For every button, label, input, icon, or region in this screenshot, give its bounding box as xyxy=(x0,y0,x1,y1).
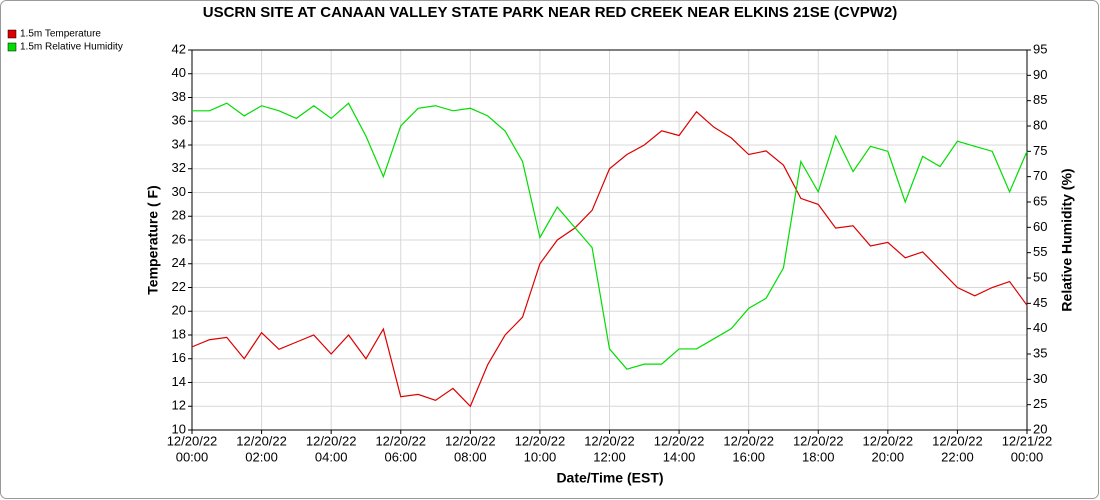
y2-tick-label: 20 xyxy=(1033,421,1047,436)
y-tick-label: 24 xyxy=(172,255,186,270)
x-tick-label: 10:00 xyxy=(524,449,557,464)
plot-border xyxy=(191,49,1028,431)
x-tick-label: 12/20/22 xyxy=(723,433,774,448)
x-tick-label: 06:00 xyxy=(384,449,417,464)
y-tick-label: 20 xyxy=(172,303,186,318)
y2-tick-label: 60 xyxy=(1033,219,1047,234)
y2-tick-label: 40 xyxy=(1033,320,1047,335)
y-tick-label: 14 xyxy=(172,374,186,389)
y-tick-label: 12 xyxy=(172,398,186,413)
x-axis-label: Date/Time (EST) xyxy=(556,470,663,486)
legend-label: 1.5m Temperature xyxy=(20,29,101,40)
x-tick-label: 16:00 xyxy=(732,449,765,464)
y2-tick-label: 95 xyxy=(1033,41,1047,56)
x-tick-label: 18:00 xyxy=(802,449,835,464)
x-tick-label: 12/20/22 xyxy=(654,433,705,448)
x-tick-label: 14:00 xyxy=(663,449,696,464)
y2-tick-label: 80 xyxy=(1033,117,1047,132)
x-tick-label: 00:00 xyxy=(1011,449,1044,464)
y-tick-label: 36 xyxy=(172,113,186,128)
x-tick-label: 12:00 xyxy=(593,449,626,464)
y2-tick-label: 55 xyxy=(1033,244,1047,259)
chart-title: USCRN SITE AT CANAAN VALLEY STATE PARK N… xyxy=(203,4,898,21)
y2-tick-label: 65 xyxy=(1033,193,1047,208)
x-tick-label: 02:00 xyxy=(245,449,278,464)
y-tick-label: 26 xyxy=(172,231,186,246)
y2-tick-label: 90 xyxy=(1033,67,1047,82)
x-tick-label: 00:00 xyxy=(176,449,209,464)
x-tick-label: 12/20/22 xyxy=(863,433,914,448)
x-tick-label: 12/20/22 xyxy=(306,433,357,448)
y-tick-label: 42 xyxy=(172,41,186,56)
y2-tick-label: 70 xyxy=(1033,168,1047,183)
y-tick-label: 16 xyxy=(172,350,186,365)
series-line xyxy=(192,102,1028,370)
y-tick-label: 30 xyxy=(172,184,186,199)
y-tick-label: 38 xyxy=(172,89,186,104)
legend-swatch xyxy=(7,29,17,39)
legend-label: 1.5m Relative Humidity xyxy=(20,42,123,53)
x-tick-label: 04:00 xyxy=(315,449,348,464)
series-line xyxy=(191,110,1028,408)
x-tick-label: 12/20/22 xyxy=(375,433,426,448)
x-tick-label: 12/20/22 xyxy=(236,433,287,448)
y-tick-label: 22 xyxy=(172,279,186,294)
y2-tick-label: 25 xyxy=(1033,396,1047,411)
legend-swatch xyxy=(7,42,17,52)
y2-tick-label: 85 xyxy=(1033,92,1047,107)
y-tick-label: 34 xyxy=(172,136,186,151)
x-tick-label: 12/20/22 xyxy=(167,433,218,448)
x-tick-label: 12/20/22 xyxy=(932,433,983,448)
x-tick-label: 12/20/22 xyxy=(445,433,496,448)
y-tick-label: 32 xyxy=(172,160,186,175)
y2-tick-label: 50 xyxy=(1033,269,1047,284)
x-tick-label: 22:00 xyxy=(941,449,974,464)
x-tick-label: 08:00 xyxy=(454,449,487,464)
y2-tick-label: 45 xyxy=(1033,295,1047,310)
y2-axis-label: Relative Humidity (%) xyxy=(1059,168,1075,311)
y-axis-label: Temperature ( F) xyxy=(145,185,161,294)
x-tick-label: 12/20/22 xyxy=(793,433,844,448)
y2-tick-label: 75 xyxy=(1033,143,1047,158)
y-tick-label: 10 xyxy=(172,421,186,436)
x-tick-label: 12/21/22 xyxy=(1002,433,1053,448)
y-tick-label: 40 xyxy=(172,65,186,80)
y-tick-label: 18 xyxy=(172,326,186,341)
x-tick-label: 12/20/22 xyxy=(515,433,566,448)
y-tick-label: 28 xyxy=(172,208,186,223)
x-tick-label: 12/20/22 xyxy=(584,433,635,448)
y2-tick-label: 35 xyxy=(1033,345,1047,360)
y2-tick-label: 30 xyxy=(1033,371,1047,386)
x-tick-label: 20:00 xyxy=(872,449,905,464)
